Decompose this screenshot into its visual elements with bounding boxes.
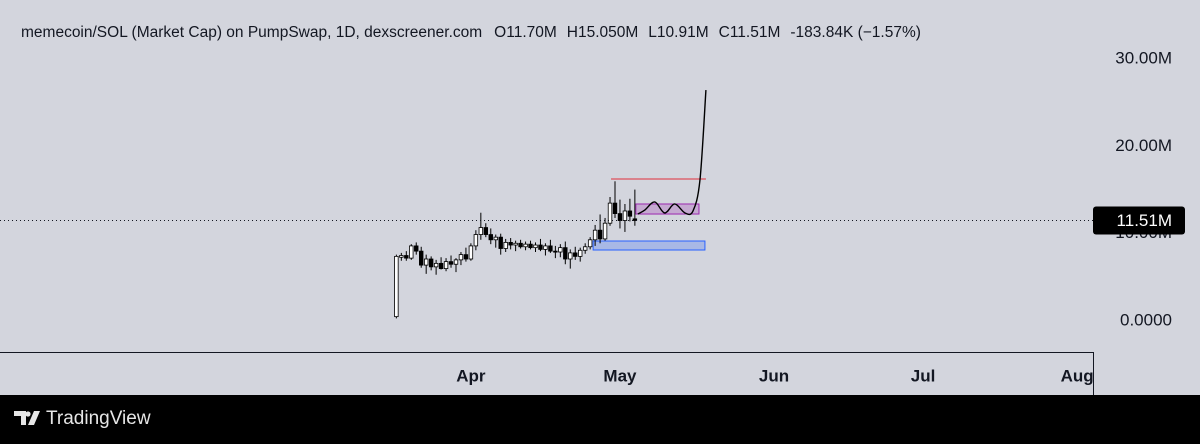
candle-body xyxy=(553,250,558,253)
candle-body xyxy=(458,254,464,261)
candle-body xyxy=(463,254,469,260)
candle-body xyxy=(592,229,598,241)
candle-body xyxy=(453,259,459,265)
ohlc-value: L10.91M xyxy=(648,24,709,41)
candle-body xyxy=(578,249,583,257)
candle-body xyxy=(533,244,538,249)
candle-body xyxy=(394,255,399,318)
last-price-box xyxy=(1093,206,1185,235)
candle-body xyxy=(414,245,419,252)
last-price-label: 11.51M xyxy=(1117,211,1172,230)
candle-body xyxy=(433,262,439,268)
ohlc-value: O11.70M xyxy=(494,24,557,41)
candle-body xyxy=(612,202,618,214)
candle-body xyxy=(473,234,479,247)
candle-body xyxy=(587,239,593,248)
legend: memecoin/SOL (Market Cap) on PumpSwap, 1… xyxy=(21,24,931,42)
candle-body xyxy=(617,213,623,221)
candle-body xyxy=(438,262,444,270)
candle-body xyxy=(582,246,588,251)
ohlc-value: H15.050M xyxy=(566,24,639,41)
candle-body xyxy=(607,202,613,224)
candle-body xyxy=(419,250,424,266)
candle-body xyxy=(543,245,548,250)
y-tick-label: 20.00M xyxy=(1115,136,1172,155)
candle-body xyxy=(488,234,493,241)
change-value: -183.84K (−1.57%) xyxy=(790,24,921,41)
y-tick-label: 0.0000 xyxy=(1120,310,1172,329)
candle-body xyxy=(423,258,429,266)
candle-body xyxy=(443,261,449,270)
candle-body xyxy=(503,242,508,249)
candle-body xyxy=(513,242,518,246)
x-tick-label: Jul xyxy=(911,366,936,385)
brand-name: TradingView xyxy=(46,408,151,429)
time-axis: Apr May Jun Jul Aug xyxy=(456,366,1093,385)
candle-body xyxy=(523,243,528,248)
y-tick-label: 30.00M xyxy=(1115,49,1172,68)
x-tick-label: Jun xyxy=(759,366,789,385)
plot-area xyxy=(394,89,707,319)
candle-body xyxy=(558,247,563,253)
range-box xyxy=(635,203,700,215)
candle-body xyxy=(568,252,573,260)
candle-body xyxy=(563,247,568,260)
candle-body xyxy=(548,245,553,252)
candle-body xyxy=(493,236,498,241)
candle-body xyxy=(498,236,503,249)
candle-body xyxy=(508,242,513,246)
projection-curve xyxy=(637,89,707,216)
candle-body xyxy=(622,210,628,221)
candle-body xyxy=(404,255,409,259)
candle-body xyxy=(468,245,474,260)
footer: TradingView xyxy=(0,395,1200,444)
background xyxy=(0,0,1200,395)
candle-body xyxy=(538,244,543,250)
candle-body xyxy=(483,227,489,235)
candle-body xyxy=(448,261,454,265)
candle-body xyxy=(627,210,633,217)
candle-body xyxy=(573,252,578,257)
overlay: 11.51M xyxy=(0,206,1185,235)
x-tick-label: May xyxy=(603,366,637,385)
candle-body xyxy=(478,227,484,235)
x-tick-label: Aug xyxy=(1061,366,1094,385)
candle-body xyxy=(528,243,533,249)
x-tick-label: Apr xyxy=(456,366,486,385)
candle-body xyxy=(428,258,434,268)
candle-body xyxy=(602,222,608,240)
ohlc-value: C11.51M xyxy=(718,24,781,41)
support-box xyxy=(592,240,706,251)
title: memecoin/SOL (Market Cap) on PumpSwap, 1… xyxy=(21,24,483,41)
candle-body xyxy=(632,218,638,221)
brand-logo xyxy=(14,411,40,425)
candle-body xyxy=(518,242,523,248)
candle-body xyxy=(409,245,414,259)
candle-body xyxy=(399,255,404,258)
candle-body xyxy=(597,229,603,240)
